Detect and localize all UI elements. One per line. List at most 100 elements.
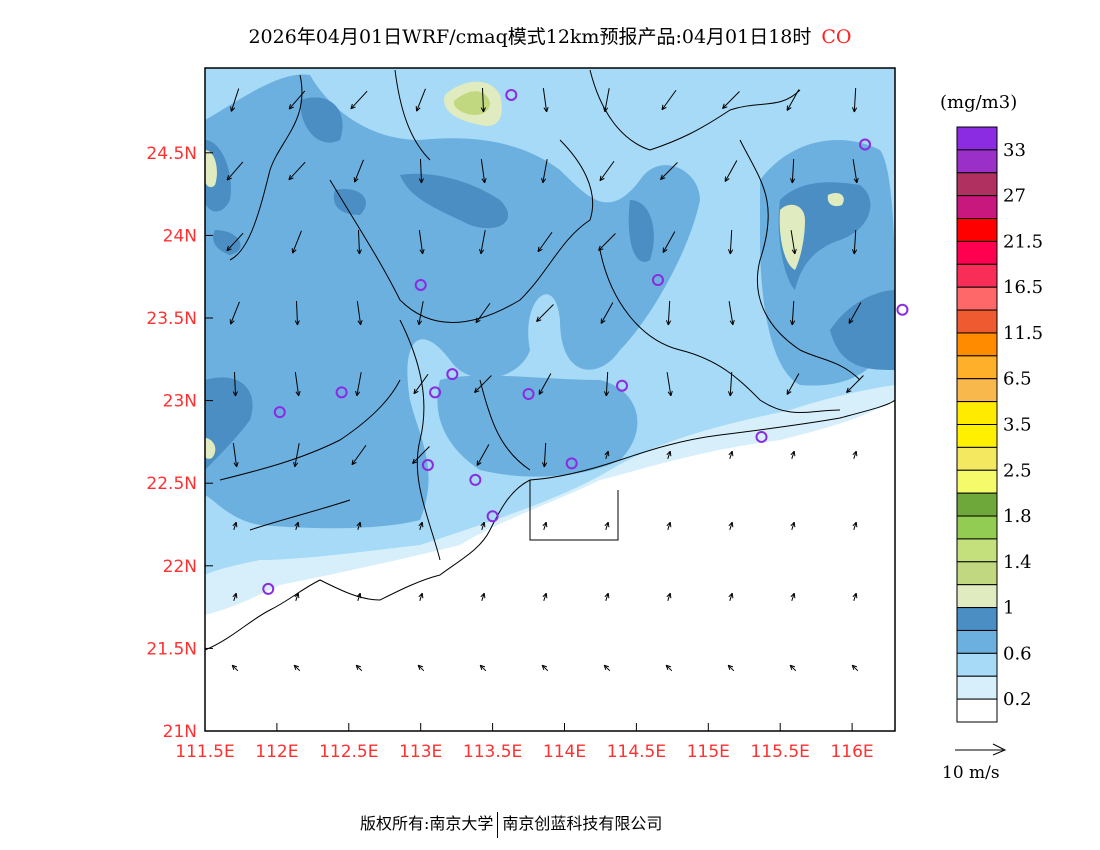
colorbar: 33 27 21.5 16.5 11.5 6.5 3.5 2.5 1.8 1.4 1 0.6 0.2 bbox=[956, 126, 1043, 723]
colorbar-swatch bbox=[956, 675, 998, 700]
station-marker bbox=[522, 387, 535, 400]
y-axis: 24.5N 24N 23.5N 23N 22.5N 22N 21.5N 21N bbox=[146, 144, 213, 742]
wind-arrow bbox=[355, 664, 363, 672]
colorbar-label: 21.5 bbox=[1003, 231, 1043, 252]
wind-arrow bbox=[418, 521, 424, 530]
contour-0.6 bbox=[205, 74, 700, 529]
x-tick-label: 113.5E bbox=[463, 742, 522, 762]
colorbar-label: 1.4 bbox=[1003, 552, 1032, 573]
wind-arrow bbox=[476, 444, 490, 466]
wind-arrow bbox=[541, 159, 548, 184]
wind-arrow bbox=[417, 664, 425, 672]
wind-arrow bbox=[231, 664, 239, 672]
y-tick-label: 24N bbox=[163, 226, 197, 246]
x-tick-label: 112E bbox=[255, 742, 298, 762]
colorbar-label: 3.5 bbox=[1003, 415, 1032, 436]
wind-arrow bbox=[230, 88, 240, 112]
wind-arrow bbox=[603, 88, 610, 113]
chart-title: 2026年04月01日WRF/cmaq模式12km预报产品:04月01日18时 C… bbox=[0, 22, 1100, 49]
colorbar-swatch bbox=[956, 309, 998, 334]
wind-arrow bbox=[786, 89, 800, 111]
wind-arrow bbox=[786, 373, 800, 395]
colorbar-swatch bbox=[956, 698, 998, 723]
colorbar-swatch bbox=[956, 172, 998, 197]
wind-arrow bbox=[353, 159, 364, 183]
wind-reference: 10 m/s bbox=[942, 743, 1007, 783]
wind-arrow bbox=[852, 521, 858, 530]
contour-0.6b bbox=[437, 375, 638, 477]
wind-arrow bbox=[665, 664, 673, 672]
wind-arrow bbox=[852, 159, 859, 184]
wind-arrow bbox=[415, 88, 426, 112]
wind-arrow bbox=[542, 88, 549, 113]
contour-1.4 bbox=[453, 91, 490, 115]
wind-arrow bbox=[848, 302, 862, 324]
wind-arrow bbox=[351, 444, 367, 466]
colorbar-label: 11.5 bbox=[1003, 323, 1043, 344]
wind-arrow bbox=[789, 158, 796, 184]
colorbar-swatch bbox=[956, 607, 998, 631]
x-tick-label: 113E bbox=[399, 742, 442, 762]
wind-arrow bbox=[727, 664, 735, 672]
station-marker bbox=[565, 457, 578, 470]
y-tick-label: 21N bbox=[163, 722, 197, 742]
colorbar-swatch bbox=[956, 629, 998, 654]
x-tick-label: 114E bbox=[543, 742, 586, 762]
wind-arrow bbox=[418, 230, 425, 255]
station-marker bbox=[273, 406, 286, 419]
wind-arrow bbox=[727, 371, 734, 397]
wind-arrow bbox=[418, 592, 424, 601]
wind-arrow bbox=[599, 160, 615, 182]
colorbar-swatch bbox=[956, 240, 998, 265]
wind-arrow bbox=[232, 371, 238, 397]
wind-arrow bbox=[728, 521, 734, 530]
wind-arrow bbox=[789, 664, 797, 672]
colorbar-label: 0.2 bbox=[1003, 689, 1032, 710]
wind-arrow bbox=[851, 229, 858, 255]
wind-arrow bbox=[666, 521, 672, 530]
station-marker bbox=[616, 379, 629, 392]
wind-arrow bbox=[294, 372, 301, 397]
wind-arrow bbox=[412, 446, 430, 464]
colorbar-swatch bbox=[956, 652, 998, 677]
colorbar-label: 1 bbox=[1003, 598, 1014, 619]
wind-arrow bbox=[604, 450, 610, 459]
wind-arrow bbox=[232, 521, 238, 530]
wind-arrow bbox=[600, 302, 614, 324]
wind-arrow bbox=[603, 664, 611, 672]
station-marker bbox=[486, 510, 499, 523]
wind-arrow bbox=[475, 302, 491, 324]
station-marker bbox=[429, 386, 442, 399]
wind-arrow bbox=[480, 87, 486, 113]
wind-arrow bbox=[232, 443, 239, 468]
species-label: CO bbox=[821, 26, 852, 48]
wind-arrow bbox=[852, 450, 858, 459]
wind-arrow bbox=[846, 375, 864, 393]
copyright-right: 南京创蓝科技有限公司 bbox=[502, 814, 663, 833]
station-marker bbox=[335, 386, 348, 399]
wind-arrow bbox=[226, 232, 244, 252]
colorbar-label: 1.8 bbox=[1003, 506, 1032, 527]
title-text: 2026年04月01日WRF/cmaq模式12km预报产品:04月01日18时 bbox=[248, 26, 812, 48]
wind-arrow bbox=[542, 521, 548, 530]
wind-arrow bbox=[790, 450, 796, 459]
wind-arrow bbox=[666, 450, 672, 459]
colorbar-label: 2.5 bbox=[1003, 460, 1032, 481]
wind-arrow bbox=[226, 161, 244, 181]
station-marker bbox=[505, 88, 518, 101]
x-tick-label: 111.5E bbox=[175, 742, 234, 762]
colorbar-swatch bbox=[956, 355, 998, 380]
station-marker bbox=[414, 278, 427, 291]
colorbar-unit: (mg/m3) bbox=[940, 92, 1017, 113]
wind-arrow bbox=[474, 375, 492, 393]
colorbar-swatch bbox=[956, 378, 998, 403]
wind-arrow bbox=[722, 91, 740, 109]
wind-arrow bbox=[538, 373, 552, 395]
colorbar-swatch bbox=[956, 218, 998, 242]
colorbar-swatch bbox=[956, 149, 998, 174]
wind-arrow bbox=[541, 442, 548, 468]
y-tick-label: 24.5N bbox=[146, 144, 197, 164]
y-tick-label: 23N bbox=[163, 392, 197, 412]
colorbar-swatch bbox=[956, 332, 998, 357]
wind-arrow bbox=[790, 592, 796, 601]
